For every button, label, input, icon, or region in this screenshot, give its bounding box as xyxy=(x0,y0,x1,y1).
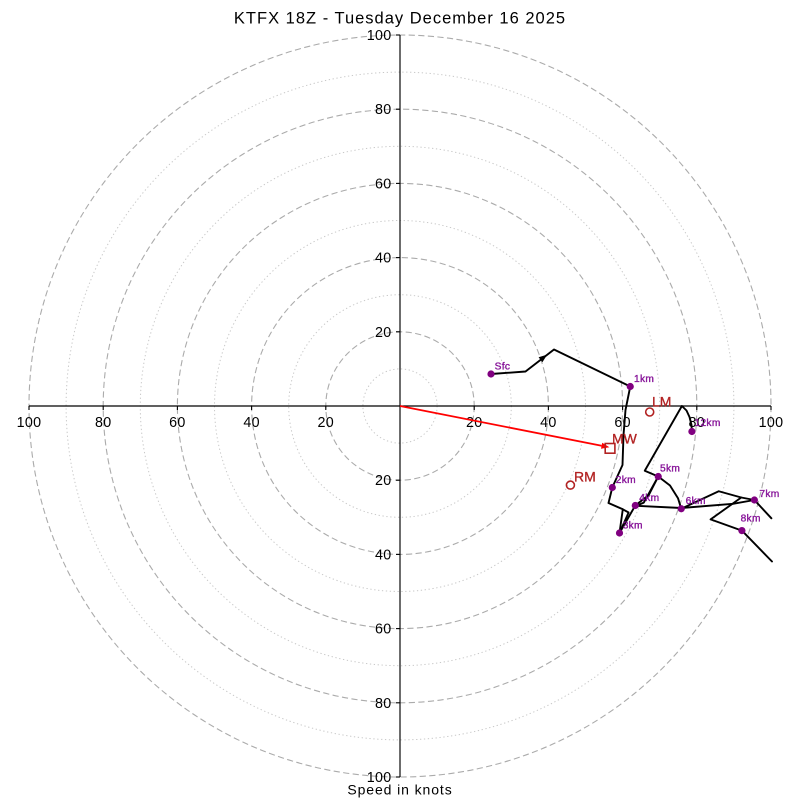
svg-text:KTFX 18Z - Tuesday December 16: KTFX 18Z - Tuesday December 16 2025 xyxy=(234,10,566,28)
svg-text:20: 20 xyxy=(375,325,392,341)
svg-text:4km: 4km xyxy=(639,493,659,504)
svg-text:80: 80 xyxy=(95,415,112,431)
svg-text:RM: RM xyxy=(574,469,596,485)
svg-text:100: 100 xyxy=(367,770,392,786)
svg-text:40: 40 xyxy=(375,251,392,267)
svg-text:12km: 12km xyxy=(695,418,721,429)
svg-text:100: 100 xyxy=(17,415,42,431)
svg-text:80: 80 xyxy=(375,102,392,118)
svg-text:80: 80 xyxy=(375,696,392,712)
svg-text:20: 20 xyxy=(466,415,483,431)
svg-text:5km: 5km xyxy=(660,464,680,475)
svg-text:1km: 1km xyxy=(634,374,654,385)
svg-text:60: 60 xyxy=(375,622,392,638)
svg-text:80: 80 xyxy=(689,415,706,431)
svg-text:Sfc: Sfc xyxy=(495,362,511,373)
svg-text:6km: 6km xyxy=(686,496,706,507)
svg-text:7km: 7km xyxy=(759,489,779,500)
svg-text:60: 60 xyxy=(169,415,186,431)
svg-text:60: 60 xyxy=(375,176,392,192)
svg-text:MW: MW xyxy=(612,431,638,447)
svg-text:Speed in knots: Speed in knots xyxy=(347,782,452,798)
svg-text:8km: 8km xyxy=(741,514,761,525)
svg-text:60: 60 xyxy=(614,415,631,431)
svg-text:LM: LM xyxy=(652,394,671,410)
svg-text:20: 20 xyxy=(318,415,335,431)
svg-text:20: 20 xyxy=(375,473,392,489)
svg-text:3km: 3km xyxy=(623,521,643,532)
svg-text:40: 40 xyxy=(540,415,557,431)
svg-text:100: 100 xyxy=(367,28,392,44)
svg-text:2km: 2km xyxy=(616,475,636,486)
svg-text:40: 40 xyxy=(375,547,392,563)
svg-text:100: 100 xyxy=(759,415,784,431)
svg-text:40: 40 xyxy=(243,415,260,431)
